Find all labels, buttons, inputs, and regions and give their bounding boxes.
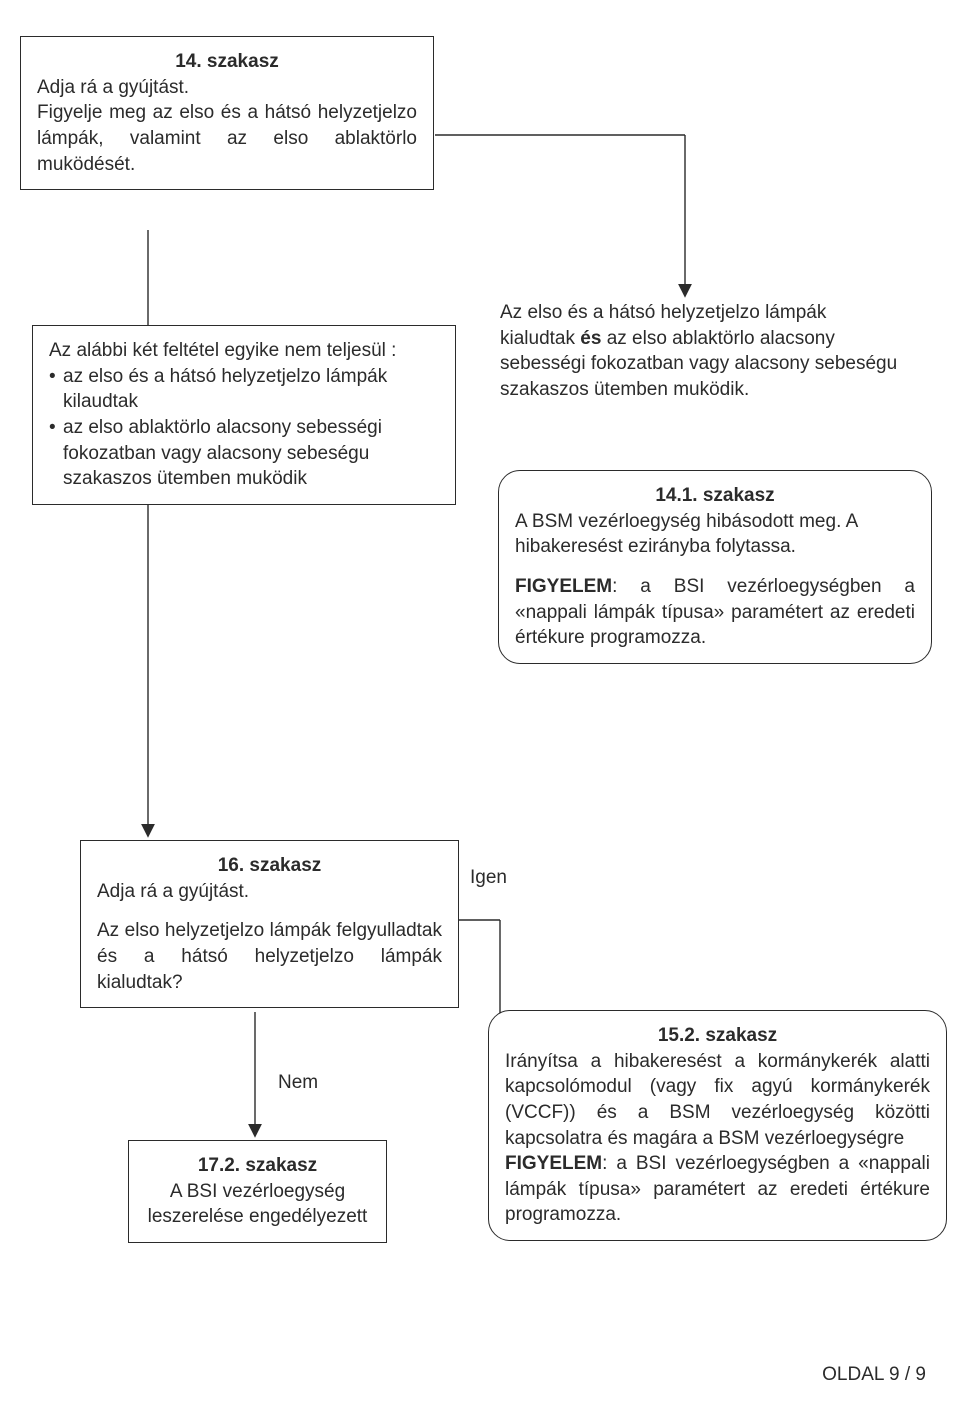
label-yes: Igen [470, 865, 507, 891]
step-14-line-2: Figyelje meg az elso és a hátsó helyzetj… [37, 100, 417, 177]
step-16-line-2: Az elso helyzetjelzo lámpák felgyulladta… [97, 918, 442, 995]
step-14-title: 14. szakasz [37, 49, 417, 75]
page-footer: OLDAL 9 / 9 [822, 1362, 926, 1388]
step-14-1-line-1: A BSM vezérloegység hibásodott meg. A hi… [515, 509, 915, 560]
step-14-1-warning: FIGYELEM: a BSI vezérloegységben a «napp… [515, 574, 915, 651]
step-15-2-line-1: Irányítsa a hibakeresést a kormánykerék … [505, 1049, 930, 1152]
step-16-title: 16. szakasz [97, 853, 442, 879]
step-17-2-line-1: A BSI vezérloegység leszerelése engedély… [145, 1179, 370, 1230]
step-15-2-box: 15.2. szakasz Irányítsa a hibakeresést a… [488, 1010, 947, 1241]
step-15-2-warn-head: FIGYELEM [505, 1153, 602, 1174]
step-16-line-1: Adja rá a gyújtást. [97, 879, 442, 905]
step-17-2-title: 17.2. szakasz [145, 1153, 370, 1179]
step-14-1-warn-head: FIGYELEM [515, 576, 612, 597]
step-14-1-box: 14.1. szakasz A BSM vezérloegység hibáso… [498, 470, 932, 664]
step-14-line-1: Adja rá a gyújtást. [37, 75, 417, 101]
both-conditions-and: és [580, 328, 601, 349]
step-14-1-title: 14.1. szakasz [515, 483, 915, 509]
both-conditions-text: Az elso és a hátsó helyzetjelzo lámpák k… [500, 300, 900, 403]
two-conditions-title: Az alábbi két feltétel egyike nem teljes… [49, 338, 439, 364]
step-16-box: 16. szakasz Adja rá a gyújtást. Az elso … [80, 840, 459, 1008]
two-conditions-item-2: az elso ablaktörlo alacsony sebességi fo… [49, 415, 439, 492]
label-no: Nem [278, 1070, 318, 1096]
step-14-box: 14. szakasz Adja rá a gyújtást. Figyelje… [20, 36, 434, 190]
step-15-2-warning: FIGYELEM: a BSI vezérloegységben a «napp… [505, 1151, 930, 1228]
step-15-2-title: 15.2. szakasz [505, 1023, 930, 1049]
two-conditions-box: Az alábbi két feltétel egyike nem teljes… [32, 325, 456, 505]
two-conditions-item-1: az elso és a hátsó helyzetjelzo lámpák k… [49, 364, 439, 415]
step-17-2-box: 17.2. szakasz A BSI vezérloegység leszer… [128, 1140, 387, 1243]
